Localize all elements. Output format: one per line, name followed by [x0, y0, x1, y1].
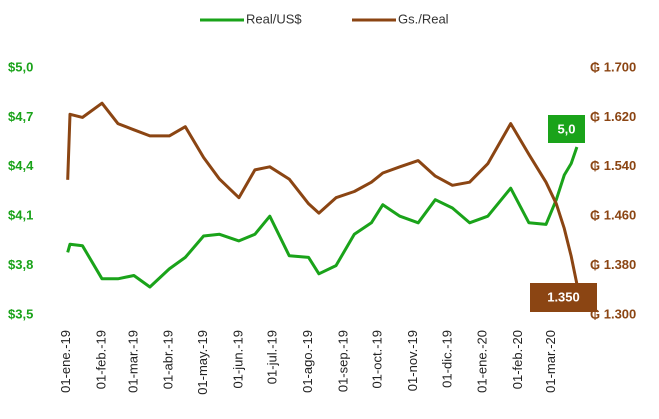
y2-tick-label: ₲ 1.380: [590, 257, 636, 272]
x-tick-label: 01-ene.-19: [58, 330, 73, 393]
x-tick-label: 01-mar.-19: [125, 330, 140, 393]
legend-label: Real/US$: [246, 11, 302, 26]
y-tick-label: $3,8: [8, 257, 33, 272]
x-tick-label: 01-ago.-19: [300, 330, 315, 393]
x-tick-label: 01-abr.-19: [161, 330, 176, 389]
x-tick-label: 01-nov.-19: [405, 330, 420, 391]
y-tick-label: $5,0: [8, 59, 33, 74]
x-tick-label: 01-jul.-19: [265, 330, 280, 384]
x-tick-label: 01-mar.-20: [543, 330, 558, 393]
y2-tick-label: ₲ 1.460: [590, 208, 636, 223]
series-line: [66, 101, 579, 285]
x-tick-label: 01-jun.-19: [230, 330, 245, 389]
y2-tick-label: ₲ 1.700: [590, 59, 636, 74]
x-tick-label: 01-dic.-19: [439, 330, 454, 388]
y-tick-label: $4,1: [8, 208, 33, 223]
x-tick-label: 01-ene.-20: [475, 330, 490, 393]
x-tick-label: 01-may.-19: [195, 330, 210, 395]
y2-tick-label: ₲ 1.620: [590, 109, 636, 124]
y-tick-label: $4,7: [8, 109, 33, 124]
y2-tick-label: ₲ 1.300: [590, 306, 636, 321]
y-tick-label: $3,5: [8, 306, 33, 321]
y-tick-label: $4,4: [8, 158, 34, 173]
x-tick-label: 01-sep.-19: [335, 330, 350, 392]
annotation: 5,0: [557, 121, 575, 136]
annotation-box: [530, 283, 597, 312]
x-tick-label: 01-feb.-20: [510, 330, 525, 389]
x-tick-label: 01-feb.-19: [93, 330, 108, 389]
series-line: [66, 146, 579, 289]
x-tick-label: 01-oct.-19: [370, 330, 385, 389]
legend-label: Gs./Real: [398, 11, 449, 26]
annotation-box: [548, 115, 585, 143]
annotation: 1.350: [547, 289, 580, 304]
y2-tick-label: ₲ 1.540: [590, 158, 636, 173]
